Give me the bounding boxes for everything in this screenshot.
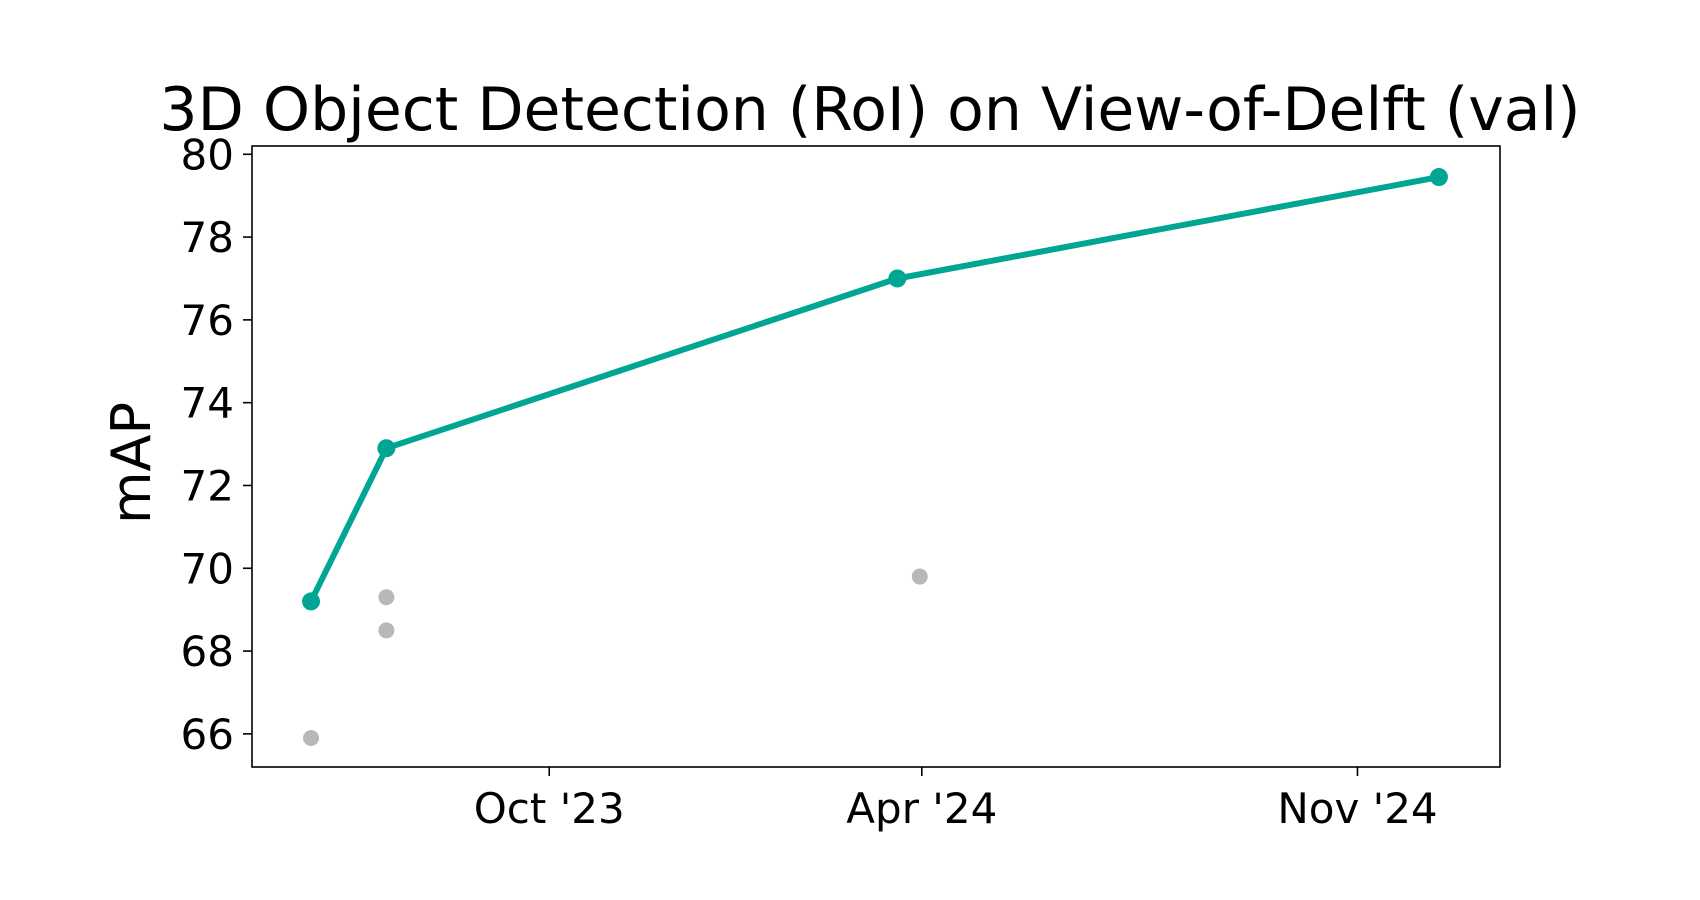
x-tick-label: Apr '24 — [846, 784, 997, 833]
data-point — [1429, 168, 1448, 187]
series-layer — [302, 168, 1448, 747]
data-point — [378, 622, 395, 639]
series-line — [308, 174, 1442, 605]
data-point — [888, 269, 907, 288]
data-point — [303, 730, 320, 747]
series-other-methods — [303, 568, 928, 747]
y-tick-label: 74 — [181, 379, 234, 428]
y-tick-label: 66 — [181, 710, 234, 759]
x-tick-label: Nov '24 — [1277, 784, 1437, 833]
y-tick-label: 80 — [181, 130, 234, 179]
x-tick-label: Oct '23 — [474, 784, 625, 833]
y-tick-label: 76 — [181, 296, 234, 345]
y-tick-label: 72 — [181, 461, 234, 510]
x-axis-ticks: Oct '23 Apr '24 Nov '24 — [474, 767, 1438, 833]
y-axis-label: mAP — [100, 402, 163, 524]
data-point — [377, 439, 396, 458]
data-point — [302, 592, 321, 611]
chart-title: 3D Object Detection (RoI) on View-of-Del… — [159, 75, 1580, 145]
y-tick-label: 70 — [181, 544, 234, 593]
data-point — [378, 589, 395, 606]
y-tick-label: 78 — [181, 213, 234, 262]
y-tick-label: 68 — [181, 627, 234, 676]
plot-frame — [251, 145, 1501, 768]
y-axis-ticks: 66 68 70 72 74 76 78 80 — [181, 130, 252, 759]
series-state-of-the-art — [302, 168, 1448, 611]
data-point — [911, 568, 928, 585]
